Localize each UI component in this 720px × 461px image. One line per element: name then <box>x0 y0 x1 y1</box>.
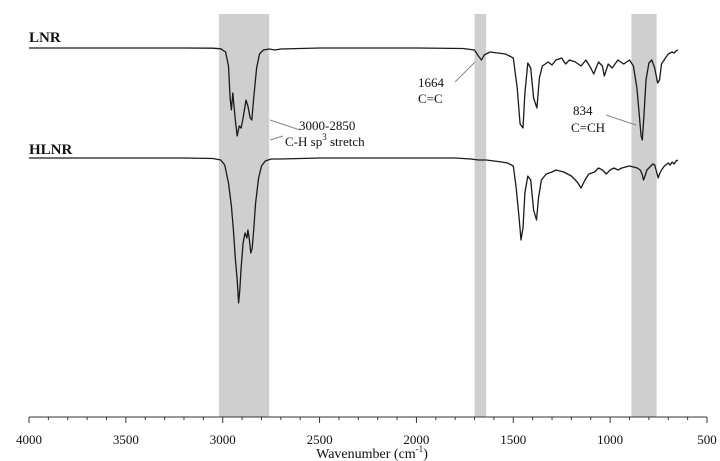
annotation-ch-label: C-H sp3 stretch <box>285 132 365 149</box>
x-tick-label-2500: 2500 <box>307 432 333 447</box>
spectrum-hlnr <box>29 157 679 304</box>
annotation-leader-cc <box>454 61 476 83</box>
x-tick-label-1000: 1000 <box>597 432 623 447</box>
annotation-leader-ch-lower <box>269 135 284 141</box>
x-tick-label-4000: 4000 <box>16 432 42 447</box>
annotation-leader-cch <box>605 114 637 126</box>
x-axis-ticks: 4000 3500 3000 2500 2000 1500 1000 500 <box>16 417 717 447</box>
highlight-band-0 <box>218 14 270 417</box>
x-tick-label-3000: 3000 <box>210 432 236 447</box>
x-axis: 4000 3500 3000 2500 2000 1500 1000 500 <box>16 416 717 447</box>
series-label-lnr: LNR <box>29 30 61 46</box>
x-tick-label-3500: 3500 <box>113 432 139 447</box>
x-tick-label-2000: 2000 <box>403 432 429 447</box>
x-tick-label-500: 500 <box>697 432 717 447</box>
annotation-cch-label: C=CH <box>571 120 605 135</box>
annotation-ch-range: 3000-2850 <box>299 118 355 133</box>
annotation-cch-value: 834 <box>573 103 593 118</box>
x-tick-label-1500: 1500 <box>500 432 526 447</box>
highlight-bands <box>218 14 657 417</box>
spectrum-lnr <box>29 47 679 141</box>
x-axis-title: Wavenumber (cm-1) <box>316 444 428 461</box>
highlight-band-1 <box>474 14 487 417</box>
annotation-cc-value: 1664 <box>418 75 445 90</box>
annotation-leader-ch <box>269 119 301 131</box>
series-label-hlnr: HLNR <box>29 142 73 158</box>
spectra <box>29 47 679 304</box>
annotation-cc-label: C=C <box>418 91 443 106</box>
